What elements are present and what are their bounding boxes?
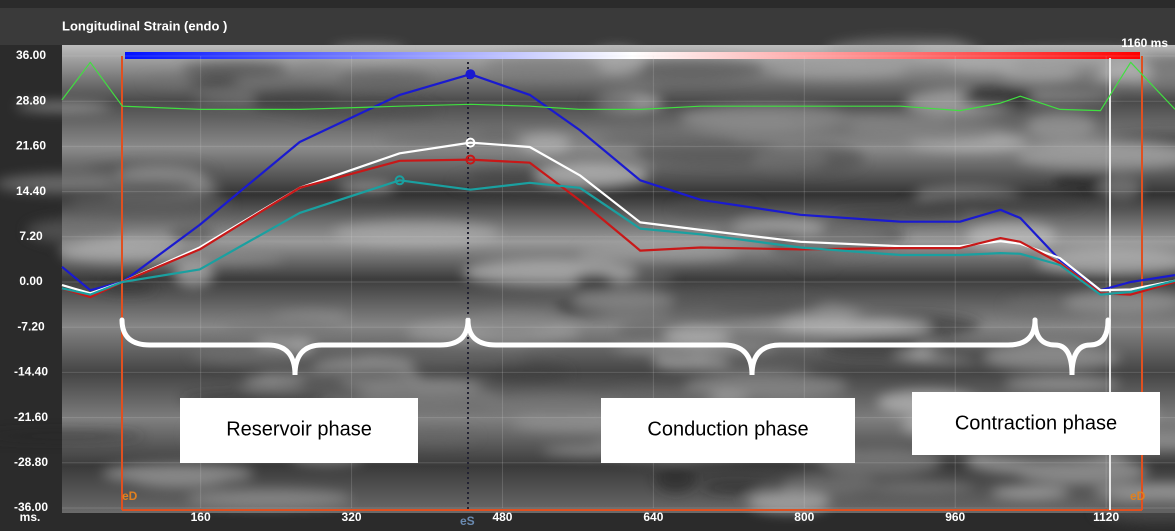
- speckle: [123, 463, 233, 487]
- x-tick-label: 480: [492, 510, 512, 524]
- speckle: [702, 482, 769, 493]
- speckle: [339, 71, 431, 88]
- speckle: [521, 134, 570, 155]
- speckle: [821, 338, 921, 357]
- y-tick-label: 21.60: [16, 139, 46, 153]
- speckle: [672, 201, 758, 217]
- event-label: eS: [460, 514, 475, 528]
- peak-marker: [466, 70, 474, 78]
- y-tick-label: -28.80: [14, 455, 48, 469]
- y-tick-label: 28.80: [16, 93, 46, 107]
- y-tick-label: -21.60: [14, 410, 48, 424]
- speckle: [985, 346, 1120, 371]
- x-tick-label: 160: [191, 510, 211, 524]
- speckle: [1026, 112, 1096, 139]
- speckle: [224, 318, 345, 341]
- event-label: eD: [1130, 489, 1146, 503]
- annotation: Conduction phase: [647, 418, 808, 440]
- speckle: [713, 306, 815, 314]
- speckle: [186, 78, 241, 88]
- speckle: [577, 243, 739, 262]
- annotation: Contraction phase: [955, 412, 1117, 434]
- speckle: [574, 273, 616, 292]
- speckle: [68, 194, 232, 216]
- speckle: [1099, 177, 1143, 200]
- x-tick-label: 640: [643, 510, 663, 524]
- speckle: [1013, 457, 1148, 484]
- speckle: [588, 97, 637, 107]
- speckle: [905, 193, 1084, 212]
- y-tick-label: 0.00: [19, 274, 43, 288]
- speckle: [333, 221, 500, 245]
- speckle: [260, 367, 408, 381]
- cursor-label: 1160 ms: [1121, 36, 1168, 50]
- speckle: [187, 489, 351, 508]
- x-tick-label: 320: [342, 510, 362, 524]
- chart: Longitudinal Strain (endo ) 1160 ms ms. …: [0, 0, 1175, 531]
- y-tick-label: 7.20: [19, 229, 43, 243]
- speckle: [966, 222, 1056, 249]
- speckle: [794, 258, 834, 268]
- y-tick-label: -36.00: [14, 500, 48, 514]
- annotation: Reservoir phase: [226, 418, 372, 440]
- speckle: [783, 114, 947, 125]
- speckle: [991, 487, 1070, 499]
- y-tick-label: 14.40: [16, 184, 46, 198]
- speckle: [1004, 377, 1121, 390]
- speckle: [655, 466, 697, 493]
- speckle: [573, 289, 673, 309]
- speckle: [753, 148, 827, 170]
- chart-title: Longitudinal Strain (endo ): [62, 18, 227, 33]
- speckle: [463, 313, 560, 332]
- x-tick-label: 1120: [1093, 510, 1119, 524]
- y-tick-label: -7.20: [17, 319, 45, 333]
- speckle: [664, 330, 732, 343]
- x-tick-label: 800: [794, 510, 814, 524]
- y-tick-label: -14.40: [14, 365, 48, 379]
- x-tick-label: 960: [945, 510, 965, 524]
- speckle: [867, 482, 974, 494]
- speckle: [291, 66, 337, 76]
- event-label: eD: [122, 489, 138, 503]
- speckle: [181, 62, 288, 78]
- y-tick-label: 36.00: [16, 48, 46, 62]
- speckle: [476, 130, 517, 142]
